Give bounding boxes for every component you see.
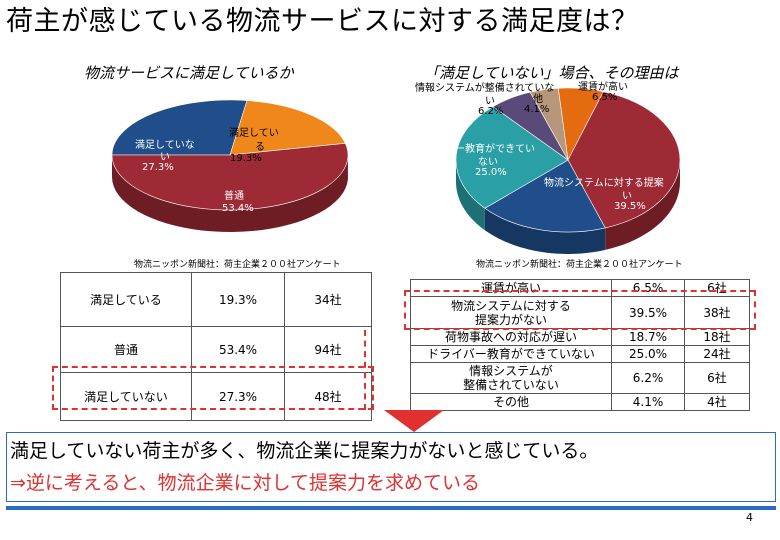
reason-line: 物流システムに対する [451,298,571,313]
right-label-prop-val: 39.5% [614,201,646,212]
right-pie-slice-5 [529,87,569,161]
conclusion-box [6,432,776,502]
right-label-prop-2: い [622,191,632,202]
page-title: 荷主が感じている物流サービスに対する満足度は？ [6,6,639,37]
table-cell-label: 満足している [60,272,192,327]
table-cell-count: 18社 [684,328,750,346]
right-label-other-val: 4.1% [524,104,550,115]
highlight-proposal [404,290,756,330]
table-row: 満足していない 27.3% 48社 [60,372,372,421]
table-cell-pct: 6.2% [611,362,685,394]
table-cell-reason: 情報システムが 整備されていない [410,362,612,394]
right-pie-slice-1 [567,91,681,229]
left-label-normal-val: 53.4% [222,203,254,214]
right-pie-side-1 [605,159,680,250]
table-row: 荷物事故への対応が遅い 18.7% 18社 [410,328,750,346]
left-label-sat-2: る [255,142,265,153]
right-chart-source: 物流ニッポン新聞社：荷主企業２００社アンケート [476,260,683,270]
table-cell-pct: 4.1% [611,393,685,411]
left-label-normal: 普通 [224,191,244,202]
table-row: 情報システムが 整備されていない 6.2% 6社 [410,362,750,394]
left-pie-slice-0 [111,99,248,156]
right-label-driver-val: 25.0% [475,167,507,178]
highlight-connector [364,330,366,410]
table-cell-pct: 39.5% [611,296,685,329]
right-label-info-2: い [485,96,495,107]
right-label-info-val: 6.2% [478,106,504,117]
reason-line: 情報システムが [469,364,553,378]
table-cell-pct: 19.3% [191,272,285,327]
right-label-driver-2: ない [478,157,498,168]
left-pie-chart [111,99,349,232]
table-cell-label: 満足していない [60,372,192,421]
right-label-other: 他 [533,94,543,105]
table-cell-count: 94社 [284,326,372,373]
table-cell-pct: 25.0% [611,345,685,363]
right-label-info-1: 情報システムが整備されていな [415,83,555,94]
table-cell-pct: 27.3% [191,372,285,421]
right-chart-title: 「満足していない」場合、その理由は [424,64,679,82]
table-cell-reason: 荷物事故への対応が遅い [410,328,612,346]
page-number: 4 [746,511,753,524]
right-label-fare-val: 6.5% [592,92,618,103]
table-cell-count: 6社 [684,362,750,394]
right-pie-side-2 [484,208,606,254]
table-cell-count: 48社 [284,372,372,421]
left-table: 満足している 19.3% 34社 普通 53.4% 94社 満足していない 27… [60,272,372,421]
right-label-fare: 運賃が高い [578,82,628,93]
table-cell-reason: ドライバー教育ができていない [410,345,612,363]
right-label-driver-1: ー教育ができてい [455,144,535,155]
left-label-sat-1: 満足してい [229,128,279,139]
table-cell-count: 4社 [684,393,750,411]
table-cell-pct: 18.7% [611,328,685,346]
conclusion-line-2: ⇒逆に考えると、物流企業に対して提案力を求めている [10,472,481,494]
right-pie-slice-3 [455,106,569,209]
left-chart-title: 物流サービスに満足しているか [84,64,294,82]
table-cell-reason: その他 [410,393,612,411]
highlight-unsatisfied [52,366,374,410]
right-pie-side-3 [456,159,485,231]
right-pie-chart [455,87,681,254]
conclusion-line-1: 満足していない荷主が多く、物流企業に提案力がないと感じている。 [10,440,599,462]
right-label-prop-1: 物流システムに対する提案 [544,178,664,189]
reason-line: 整備されていない [463,378,559,392]
left-pie-slice-2 [111,143,349,211]
table-cell-count: 34社 [284,272,372,327]
footer-rule [6,506,776,510]
right-pie-slice-2 [484,159,606,233]
left-label-unsat-2: い [160,152,170,163]
left-label-unsat-val: 27.3% [142,162,174,173]
left-pie-slice-1 [229,100,346,156]
left-chart-source: 物流ニッポン新聞社：荷主企業２００社アンケート [134,260,341,270]
left-label-sat-val: 19.3% [230,153,262,164]
table-row: その他 4.1% 4社 [410,393,750,411]
table-row: 満足している 19.3% 34社 [60,272,372,327]
table-row: ドライバー教育ができていない 25.0% 24社 [410,345,750,363]
table-cell-count: 24社 [684,345,750,363]
reason-line: 提案力がない [474,312,547,327]
left-pie-side-2 [112,155,348,232]
down-arrow-icon [384,410,444,432]
left-label-unsat-1: 満足していな [135,140,195,151]
